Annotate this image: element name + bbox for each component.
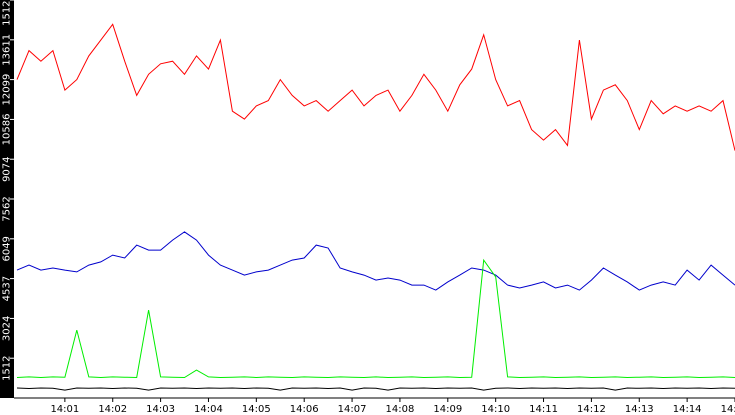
x-tick-label: 14:07 [338, 404, 367, 415]
y-axis-strip [0, 0, 14, 398]
y-tick-label: 12099 [2, 74, 13, 106]
y-tick-label: 7562 [2, 196, 13, 221]
y-tick-label: 15124 [2, 0, 13, 26]
series-line [16, 231, 735, 291]
x-tick-label: 14:02 [98, 404, 127, 415]
x-tick-label: 14:09 [433, 404, 462, 415]
series-line [16, 258, 735, 379]
y-tick-label: 10586 [2, 114, 13, 146]
x-tick-label: 14:08 [386, 404, 415, 415]
x-tick-label: 14:12 [577, 404, 606, 415]
y-tick-label: 3024 [2, 316, 13, 341]
x-tick-label: 14:11 [529, 404, 558, 415]
x-tick-label: 14:14 [673, 404, 702, 415]
y-tick-label: 9074 [2, 156, 13, 181]
x-tick-label: 14:03 [146, 404, 175, 415]
series-line [16, 387, 735, 391]
x-tick-label: 14:15 [721, 404, 735, 415]
x-tick-label: 14:05 [242, 404, 271, 415]
y-tick-label: 6049 [2, 236, 13, 261]
x-tick-label: 14:10 [481, 404, 510, 415]
y-tick-label: 13611 [2, 34, 13, 66]
y-tick-label: 1512 [2, 355, 13, 380]
x-tick-label: 14:06 [290, 404, 319, 415]
series-line [16, 23, 735, 151]
x-tick-label: 14:04 [194, 404, 223, 415]
x-tick-label: 14:13 [625, 404, 654, 415]
y-tick-label: 4537 [2, 276, 13, 301]
x-tick-label: 14:01 [50, 404, 79, 415]
